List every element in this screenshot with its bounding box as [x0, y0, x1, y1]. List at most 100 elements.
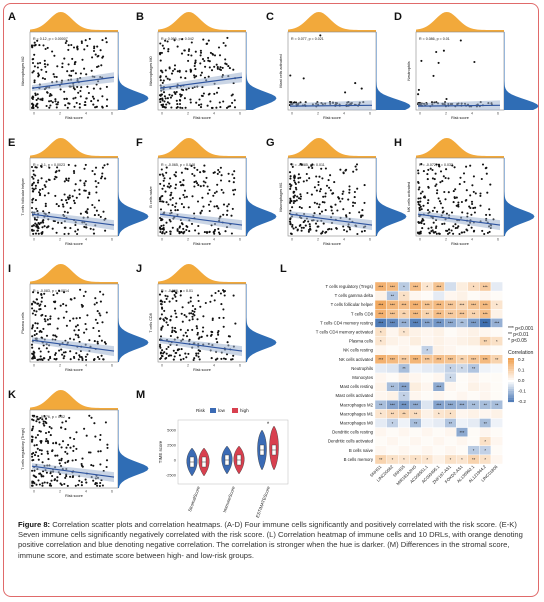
data-point: [193, 174, 196, 177]
data-point: [54, 441, 58, 444]
data-point: [99, 438, 102, 441]
data-point: [45, 437, 48, 441]
data-point: [73, 63, 76, 66]
heatmap-cell: [467, 336, 480, 346]
data-point: [165, 317, 168, 320]
data-point: [171, 290, 174, 293]
data-point: [96, 99, 100, 102]
data-point: [300, 206, 303, 210]
x-tick-label: 6: [111, 364, 113, 368]
data-point: [164, 97, 167, 100]
data-point: [73, 329, 76, 332]
data-point: [199, 171, 202, 174]
data-point: [49, 317, 52, 320]
data-point: [97, 213, 100, 217]
heatmap-cell: [490, 427, 503, 437]
data-point: [321, 177, 324, 180]
data-point: [49, 315, 52, 318]
data-point: [66, 460, 69, 463]
data-point: [190, 312, 193, 315]
data-point: [36, 181, 40, 184]
data-point: [178, 98, 181, 102]
heatmap-cell: [455, 436, 468, 446]
heatmap-significance: **: [402, 412, 406, 417]
top-density: [30, 390, 118, 410]
heatmap-cell: [490, 327, 503, 337]
right-density: [246, 158, 277, 236]
y-tick-label: 0: [174, 458, 177, 463]
data-point: [435, 232, 438, 235]
heatmap-cell: [432, 372, 445, 383]
data-point: [78, 106, 81, 109]
data-point: [217, 330, 220, 333]
data-point: [74, 325, 78, 328]
data-point: [292, 199, 296, 203]
colorbar-step: [508, 386, 514, 389]
data-point: [355, 168, 358, 171]
x-tick-label: 4: [471, 112, 473, 116]
data-point: [320, 232, 323, 235]
data-point: [205, 42, 208, 45]
data-point: [66, 106, 69, 109]
data-point: [70, 298, 73, 301]
data-point: [98, 335, 101, 338]
trend-line: [289, 104, 373, 107]
data-point: [36, 229, 39, 232]
data-point: [220, 188, 223, 191]
data-point: [87, 91, 90, 95]
data-point: [67, 63, 70, 66]
data-point: [85, 97, 88, 100]
top-density: [30, 12, 118, 32]
data-point: [435, 163, 438, 166]
data-point: [159, 69, 163, 72]
data-point: [95, 209, 98, 212]
colorbar-step: [508, 369, 514, 372]
data-point: [43, 318, 46, 321]
data-point: [179, 290, 183, 293]
heatmap-significance: *: [392, 421, 394, 426]
data-point: [85, 358, 88, 361]
heatmap-significance: *: [496, 303, 498, 308]
data-point: [106, 98, 109, 101]
data-point: [232, 181, 235, 184]
data-point: [169, 220, 172, 223]
data-point: [198, 358, 201, 361]
data-point: [35, 298, 38, 301]
data-point: [57, 317, 60, 320]
colorbar-step: [508, 395, 514, 398]
data-point: [34, 436, 37, 439]
data-point: [446, 232, 450, 235]
significance-legend: * p<0.05: [508, 338, 527, 344]
data-point: [181, 223, 184, 226]
data-point: [159, 79, 162, 82]
data-point: [50, 479, 53, 482]
data-point: [190, 164, 193, 168]
data-point: [72, 170, 76, 173]
heatmap-significance: ***: [471, 321, 476, 326]
data-point: [208, 231, 211, 234]
data-point: [166, 97, 169, 100]
data-point: [178, 225, 182, 228]
x-tick-label: 2: [445, 238, 447, 242]
data-point: [99, 481, 102, 485]
correlation-stat: R = 0.12, p = 0.00007: [33, 37, 68, 41]
data-point: [193, 181, 196, 184]
data-point: [295, 199, 298, 202]
data-point: [69, 227, 72, 230]
data-point: [54, 454, 57, 457]
heatmap-cell: [421, 427, 434, 437]
data-point: [34, 92, 37, 95]
y-axis-label: Neutrophils: [407, 61, 411, 80]
data-point: [88, 339, 91, 342]
data-point: [163, 309, 166, 312]
heatmap-cell: [444, 336, 457, 346]
data-point: [297, 177, 300, 180]
data-point: [51, 474, 54, 478]
data-point: [161, 98, 164, 101]
data-point: [185, 70, 188, 73]
heatmap-significance: *: [380, 412, 382, 417]
data-point: [233, 106, 237, 109]
heatmap-significance: ***: [413, 312, 418, 317]
heatmap-significance: ***: [402, 321, 407, 326]
